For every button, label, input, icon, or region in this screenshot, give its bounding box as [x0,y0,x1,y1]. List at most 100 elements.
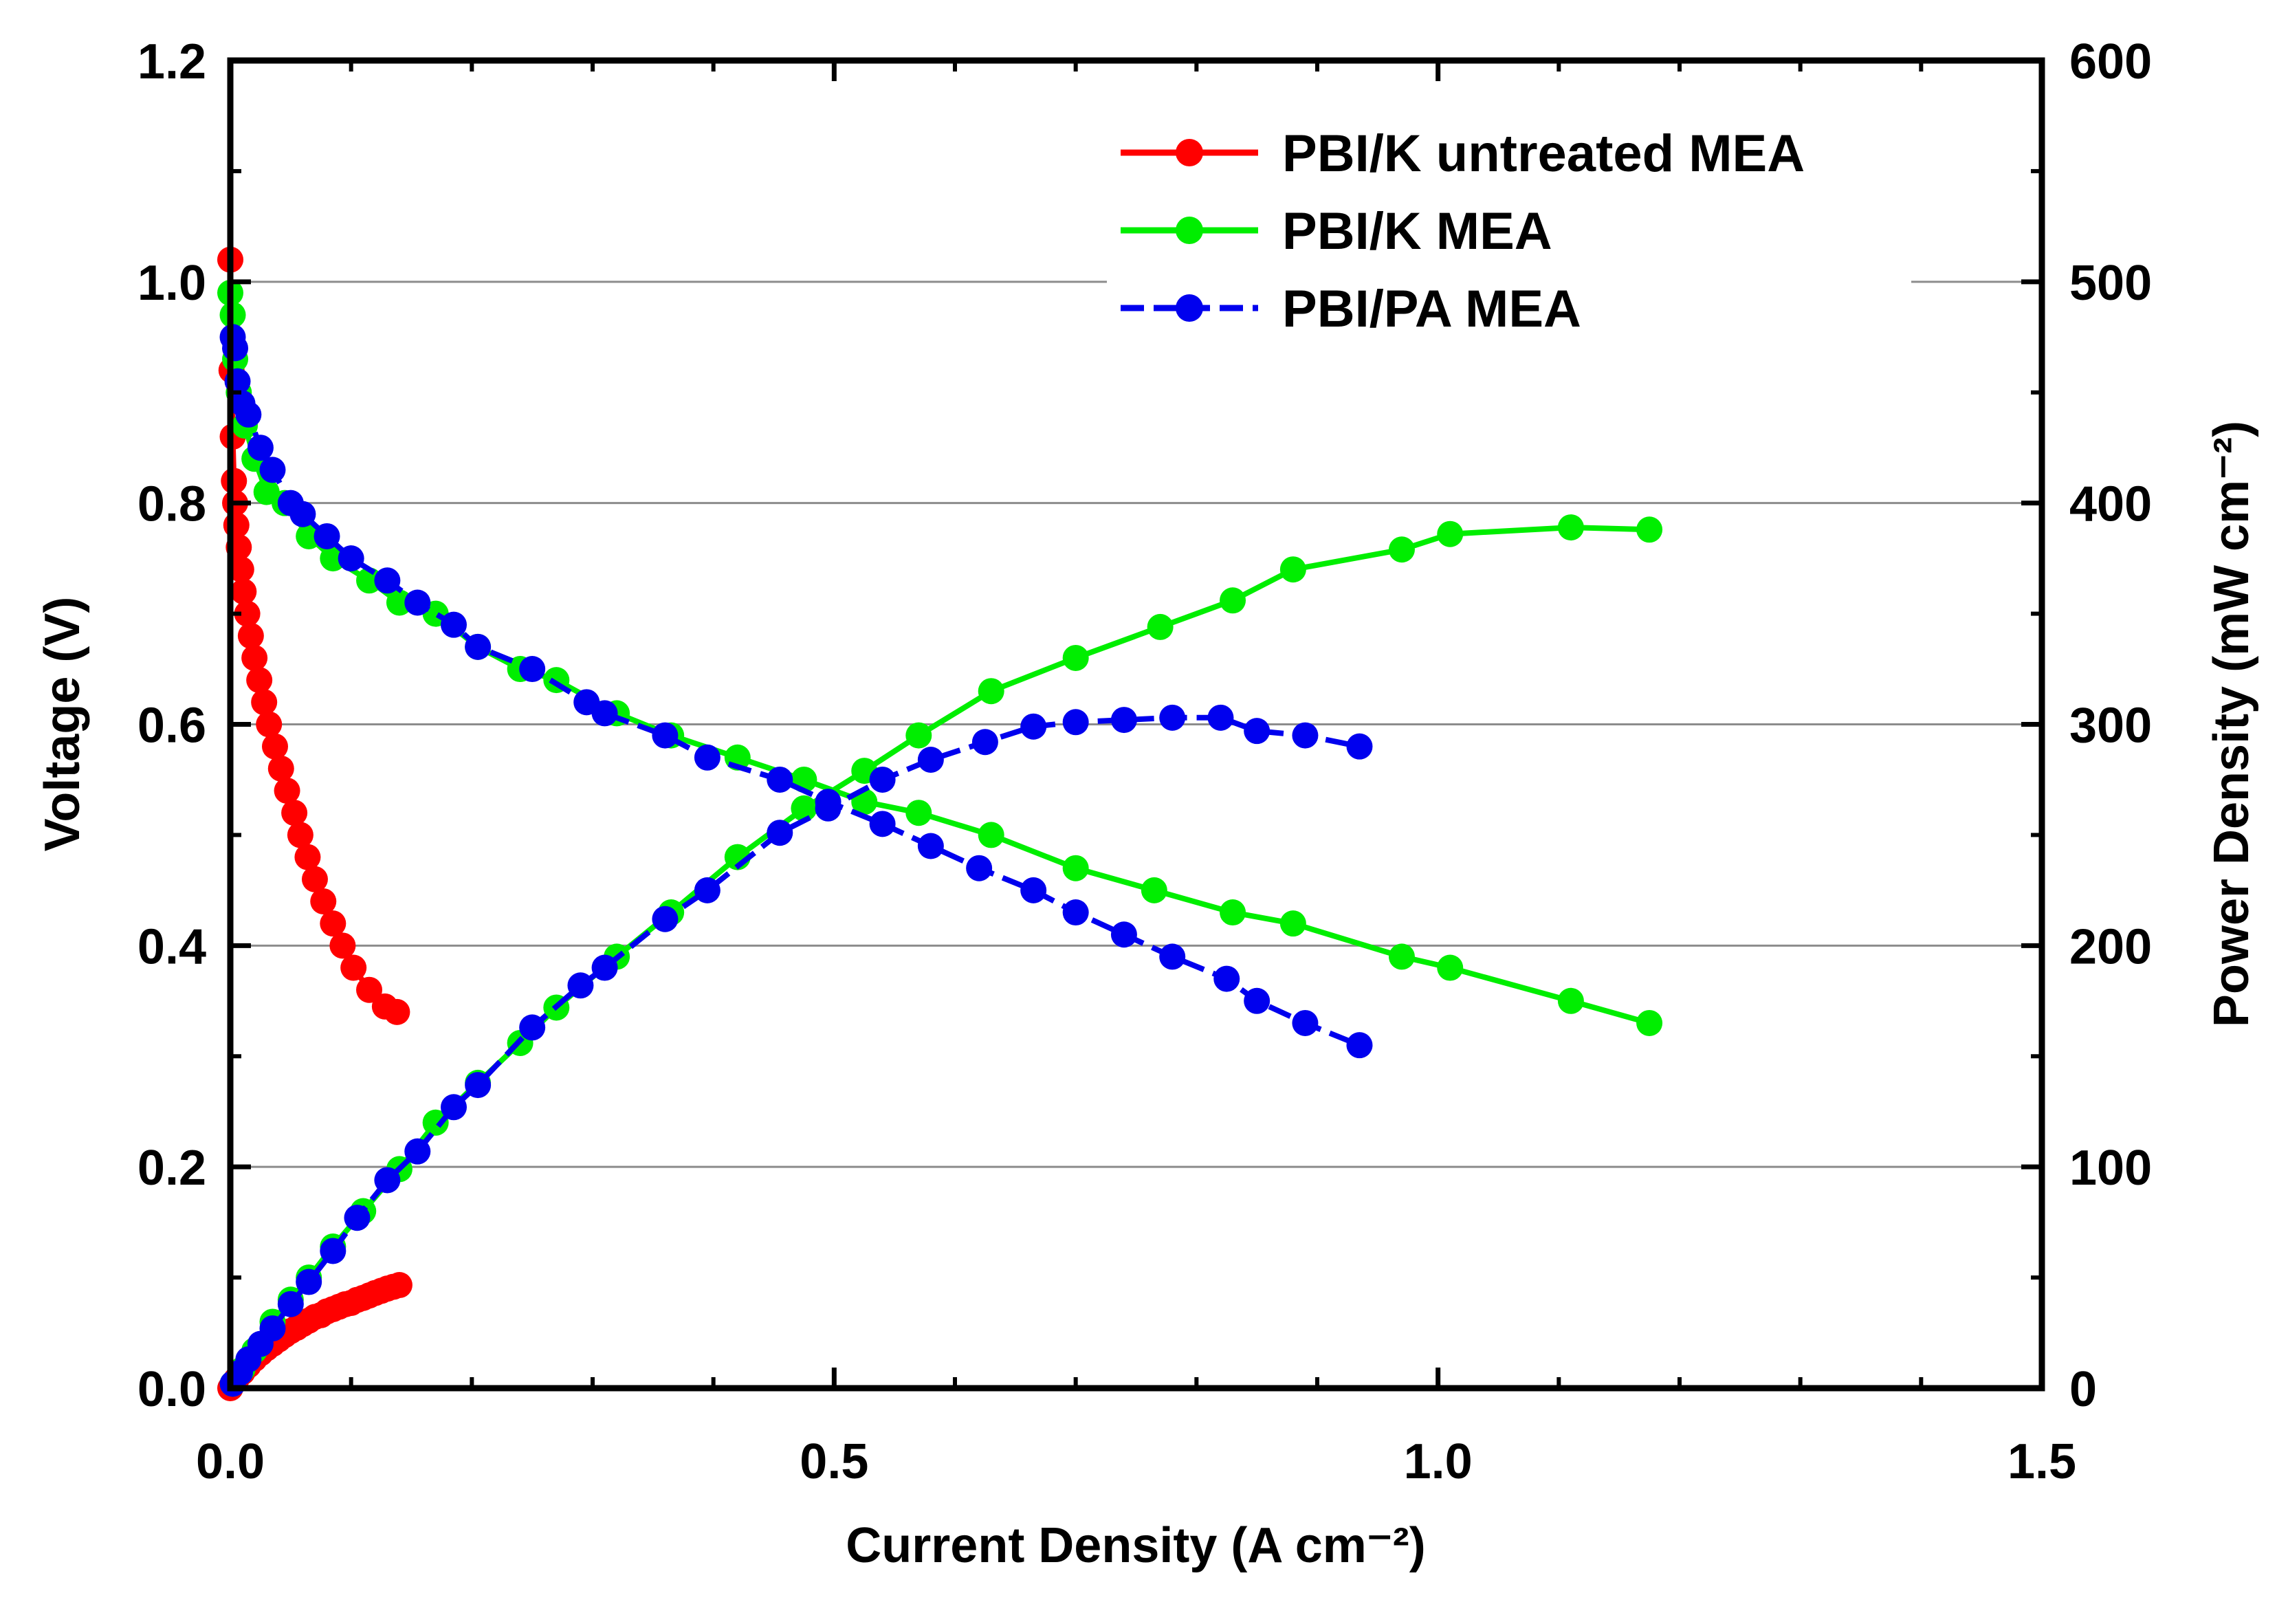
series-layer [217,246,1663,1401]
voltage-point [869,811,896,837]
voltage-point [338,545,364,572]
legend-item-pbi-k-mea: PBI/K MEA [1121,202,1552,261]
power-point [917,746,944,773]
power-point [567,972,594,999]
power-point [694,877,720,903]
power-point [1110,707,1137,734]
voltage-point [223,512,250,538]
series-pbi-pa-mea [219,324,1373,1397]
voltage-point [310,888,337,914]
legend: PBI/K untreated MEA PBI/K MEA PBI/PA MEA [1107,103,1911,364]
y-right-tick-label: 0 [2069,1362,2097,1417]
voltage-point [519,656,546,683]
voltage-point [267,755,294,782]
voltage-point [1437,954,1464,981]
power-point [971,729,998,756]
voltage-point [1388,943,1415,970]
power-point [320,1238,346,1264]
voltage-point [228,556,254,583]
y-left-tick-label: 0.6 [138,699,206,754]
x-tick-label: 0.5 [800,1434,868,1489]
y-right-tick-label: 600 [2069,34,2152,89]
power-point [978,678,1004,705]
legend-item-pbi-k-untreated-mea: PBI/K untreated MEA [1121,124,1805,183]
voltage-point [404,589,431,616]
voltage-point [222,335,249,362]
power-point [422,1109,449,1136]
voltage-point [1020,877,1047,903]
voltage-point [256,711,283,738]
legend-label: PBI/K MEA [1282,202,1552,261]
tick-labels: 0.0 0.5 1.0 1.5 0.0 0.2 0.4 0.6 0.8 1.0 1.2 0 100 200… [138,34,2152,1489]
voltage-point [1213,965,1240,992]
voltage-point [694,744,720,771]
voltage-point [966,855,993,881]
power-point [404,1138,431,1165]
voltage-point [320,910,346,937]
voltage-point [234,600,261,627]
power-point [519,1014,546,1041]
voltage-point [251,689,278,716]
voltage-point [356,976,383,1003]
y-right-tick-label: 300 [2069,699,2152,754]
voltage-point [1062,899,1089,926]
legend-marker [1176,217,1203,244]
power-point [386,1272,412,1299]
voltage-point [1159,943,1186,970]
voltage-point [1279,910,1306,937]
voltage-point [917,833,944,859]
power-point [1346,733,1373,760]
x-tick-label: 0.0 [196,1434,265,1489]
power-point [1292,722,1319,749]
power-point [1388,536,1415,563]
power-point [374,1167,401,1194]
voltage-point [978,822,1004,848]
power-point [1207,704,1234,731]
axis-ticks [228,58,2045,1391]
x-tick-label: 1.0 [1404,1434,1473,1489]
legend-marker [1176,294,1203,322]
voltage-point [230,578,257,605]
voltage-point [1636,1009,1663,1036]
voltage-point [259,457,286,483]
voltage-point [440,611,467,638]
legend-label: PBI/PA MEA [1282,280,1581,338]
power-point [465,1072,492,1099]
power-point [869,766,896,793]
voltage-point [1557,987,1584,1014]
power-point [296,1269,322,1295]
legend-marker [1176,139,1203,166]
voltage-point [591,700,618,727]
y-left-tick-label: 0.8 [138,477,206,532]
power-point [344,1205,371,1231]
voltage-point [1292,1009,1319,1036]
power-point [815,795,842,822]
voltage-point [1062,855,1089,881]
power-point [1437,520,1464,547]
voltage-point [237,622,264,649]
power-point [1159,704,1186,731]
y-left-tick-label: 1.0 [138,256,206,311]
voltage-point [652,722,679,749]
x-tick-label: 1.5 [2008,1434,2076,1489]
power-point [652,906,679,932]
power-point [905,722,932,749]
voltage-point [281,800,308,826]
voltage-point [235,401,262,428]
voltage-point [287,822,314,848]
power-point [1062,644,1089,671]
power-point [1557,514,1584,541]
voltage-point [274,778,300,804]
voltage-point [905,800,932,826]
power-point [1062,709,1089,736]
voltage-point [320,545,346,572]
y-left-tick-label: 0.4 [138,919,206,974]
power-point [277,1291,304,1317]
legend-background [1107,103,1911,364]
voltage-point [261,733,288,760]
power-point [1636,516,1663,543]
voltage-point [296,523,322,549]
power-point [1147,613,1174,640]
voltage-point [246,667,273,694]
x-axis-title: Current Density (A cm⁻²) [846,1518,1425,1573]
